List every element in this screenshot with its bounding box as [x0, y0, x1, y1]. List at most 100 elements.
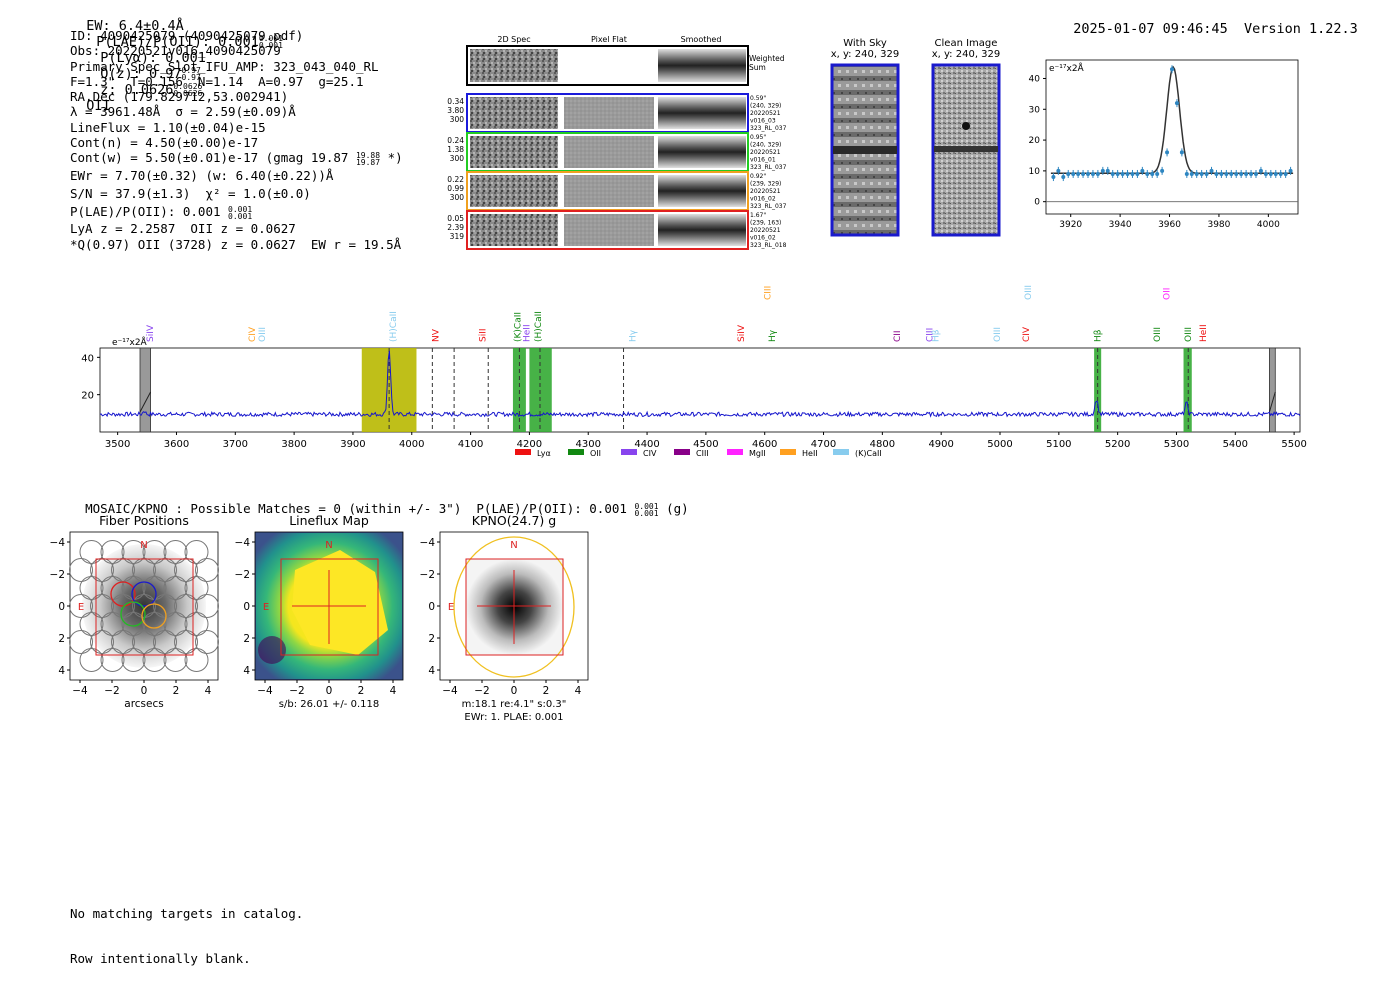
cutout-right-label: (239, 163) [750, 220, 781, 227]
zoom-data-point [1100, 168, 1105, 173]
zoom-data-point [1056, 168, 1061, 173]
mosaic-ytick-label: 4 [58, 665, 65, 677]
spec-plot-frame [99, 347, 1301, 433]
spec-line-label: (H)CaII [389, 311, 399, 342]
spec-line-label: CII [893, 330, 903, 342]
zoom-data-point [1120, 171, 1125, 176]
mosaic-ytick-label: 2 [428, 633, 435, 645]
spec-legend-swatch [621, 449, 637, 455]
spec-xtick-label: 3900 [340, 439, 365, 450]
info-block: ID: 4090425079 (4090425079.pdf) Obs: 2022… [70, 28, 450, 253]
spec-line-label: Hγ [628, 329, 638, 342]
mosaic-panels: Fiber Positions Lineflux Map KPNO(24.7) … [50, 513, 589, 723]
zoom-data-point [1283, 171, 1288, 176]
col-title-2dspec: 2D Spec [497, 35, 530, 44]
panel-title-lineflux: Lineflux Map [289, 513, 369, 528]
spec-ticks: 3500 3600 3700 3800 3900 4000 4100 4200 4300 4400… [81, 353, 1307, 450]
spec-highlight-band [529, 348, 552, 432]
zoom-data-point [1229, 171, 1234, 176]
cutout-right-label: v016_03 [750, 118, 776, 125]
info-line: Cont(n) = 4.50(±0.00)e-17 [70, 135, 259, 151]
spec-xtick-label: 4600 [752, 439, 777, 450]
zoom-data-point [1170, 67, 1174, 72]
fiber-circle [163, 612, 188, 636]
cutout-right-label: 20220521 [750, 188, 781, 195]
mosaic-ytick-label: 0 [428, 601, 435, 613]
spec-ytick-label: 20 [81, 391, 94, 402]
spec-line-label: Hβ [1094, 329, 1104, 342]
fiber-circle [111, 630, 135, 654]
spec-mask-hatch [139, 391, 152, 413]
fiber-red [110, 581, 136, 607]
zoom-data-point [1115, 171, 1120, 176]
fiber-caption: arcsecs [124, 698, 163, 710]
header-qz-err: 0.97 0.97 [181, 66, 201, 82]
spec-legend-swatch [727, 449, 743, 455]
zoom-data-point [1051, 175, 1056, 180]
spec-line-label: (H)CaII [534, 311, 544, 342]
spec-line-label: HeII [1199, 324, 1209, 342]
mosaic-xtick-label: −4 [442, 685, 458, 697]
zoom-data-point [1081, 171, 1086, 176]
zoom-data-point [1184, 171, 1189, 176]
zoom-ytick-label: 30 [1029, 105, 1041, 115]
zoom-data-point [1258, 168, 1263, 173]
cutout-right-label: 20220521 [750, 227, 781, 234]
cutout-row-frame [466, 210, 749, 250]
info-sn: S/N = 37.9(±1.3) χ² = 1.0(±0.0) [70, 186, 311, 202]
spec-xtick-label: 4700 [811, 439, 836, 450]
fiber-circle [69, 558, 93, 582]
mosaic-xtick-label: 2 [358, 685, 365, 697]
zoom-data-point [1160, 168, 1165, 173]
fiber-circle [79, 540, 104, 564]
spec-flux-line [99, 350, 1301, 418]
fiber-circle [142, 648, 167, 672]
sky-panels [830, 63, 1001, 237]
info-lines: ID: 4090425079 (4090425079.pdf) Obs: 2022… [70, 28, 450, 150]
spec-mask-hatch [1268, 391, 1276, 413]
spec-xtick-label: 4100 [458, 439, 483, 450]
spec-xtick-label: 3700 [223, 439, 248, 450]
zoom-unit-label: e⁻¹⁷x2Å [1049, 62, 1085, 74]
zoom-xtick-label: 3980 [1207, 220, 1230, 230]
lineflux-dark-spot [258, 636, 286, 664]
zoom-xtick-label: 4000 [1257, 220, 1280, 230]
zoom-data-point [1249, 171, 1254, 176]
spec-line-label: SiIV [146, 324, 156, 342]
spec-xtick-label: 4000 [399, 439, 424, 450]
weighted-sum-frame [466, 45, 749, 86]
mosaic-ytick-label: −2 [235, 569, 250, 581]
zoom-data-point [1224, 171, 1229, 176]
fiber-e-label: E [78, 602, 84, 613]
fiber-circle [184, 540, 209, 564]
spec-line-label: OIII [1024, 285, 1034, 300]
spec-xtick-label: 4900 [928, 439, 953, 450]
spec-legend-label: (K)CaII [855, 449, 882, 458]
zoom-data-point [1214, 171, 1219, 176]
mosaic-ytick-label: 2 [58, 633, 65, 645]
mosaic-xtick-label: −2 [474, 685, 489, 697]
zoom-data-point [1061, 175, 1066, 180]
weighted-sum-smoothed [658, 49, 746, 82]
zoom-plot-frame [1045, 59, 1299, 215]
mosaic-ytick-label: −2 [50, 569, 65, 581]
spec-legend-label: CIV [643, 449, 657, 458]
with-sky-title: With Sky x, y: 240, 329 [830, 38, 900, 60]
cutout-right-label: 20220521 [750, 149, 781, 156]
zoom-ytick-label: 40 [1029, 74, 1041, 84]
cutout-right-label: 0.92" [750, 173, 766, 180]
zoom-ytick-label: 10 [1029, 167, 1041, 177]
spec-xtick-label: 3500 [105, 439, 130, 450]
fiber-blue [131, 581, 157, 607]
full-spectrum-chart: e⁻¹⁷x2Å 3500 3600 3700 3800 3900 4000 4100 4200… [81, 285, 1307, 458]
spec-xtick-label: 5500 [1281, 439, 1306, 450]
cutout-right-label: v016_02 [750, 235, 776, 242]
lineflux-n-label: N [325, 540, 332, 551]
fiber-box [95, 558, 194, 656]
lineflux-caption: s/b: 26.01 +/- 0.118 [279, 699, 379, 710]
lineflux-box [280, 558, 379, 656]
spec-line-label: Hβ [931, 329, 941, 342]
zoom-data-point [1174, 101, 1179, 106]
cutout-right-label: 323_RL_037 [750, 164, 787, 171]
